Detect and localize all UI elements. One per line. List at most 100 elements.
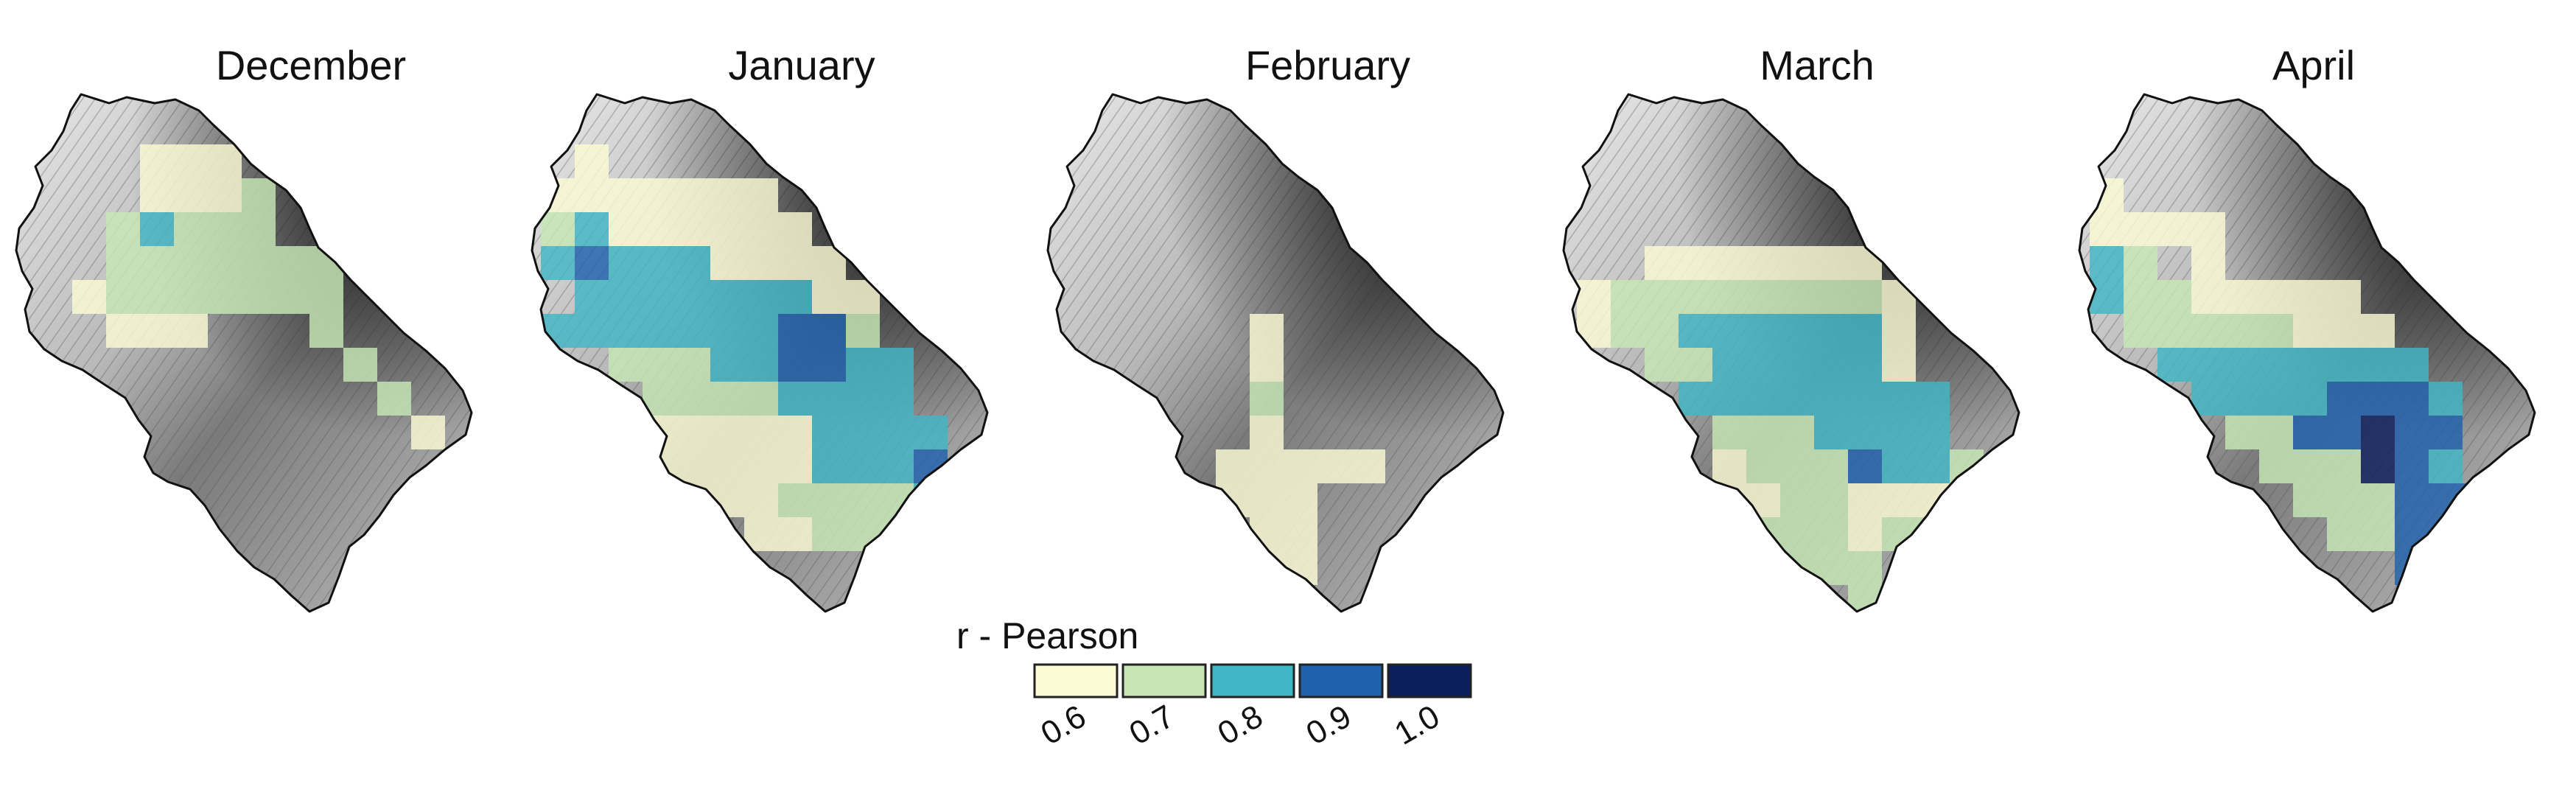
correlation-cell [1780, 483, 1814, 517]
correlation-cell [1611, 314, 1679, 348]
correlation-cell [1916, 382, 1950, 416]
correlation-cell [2293, 483, 2395, 517]
correlation-cell [1848, 449, 1882, 483]
correlation-cell [710, 246, 812, 280]
correlation-cell [710, 416, 812, 449]
legend-label: 1.0 [1389, 698, 1446, 752]
correlation-cell [106, 212, 140, 246]
panel-title-january: January [728, 42, 875, 88]
correlation-cell [2327, 382, 2429, 416]
map-panel-january [531, 93, 989, 613]
legend-label: 0.7 [1124, 698, 1180, 752]
correlation-cell [1712, 348, 1882, 382]
correlation-cell [676, 178, 778, 212]
legend-swatch [1033, 663, 1119, 698]
panel-title-april: April [2272, 42, 2355, 88]
correlation-cell [2157, 348, 2259, 382]
map-panel-march [1562, 93, 2020, 613]
correlation-cell [2124, 280, 2191, 314]
correlation-cell [411, 416, 445, 449]
correlation-cell [846, 314, 880, 348]
correlation-cell [1250, 382, 1284, 416]
correlation-cell [812, 449, 914, 483]
correlation-cell [1712, 416, 1814, 449]
panel-title-february: February [1245, 42, 1410, 88]
correlation-cell [575, 144, 609, 178]
correlation-cell [208, 246, 276, 314]
correlation-cell [1284, 449, 1385, 483]
correlation-cell [2395, 416, 2463, 449]
correlation-cell [846, 348, 914, 382]
legend-swatch [1210, 663, 1295, 698]
correlation-cell [541, 246, 575, 280]
correlation-cell [2090, 280, 2124, 314]
correlation-cell [812, 246, 846, 280]
legend-swatch [1298, 663, 1384, 698]
correlation-cell [609, 212, 812, 246]
correlation-cell [343, 348, 377, 382]
correlation-cell [812, 280, 846, 314]
correlation-cell [1882, 348, 1916, 382]
correlation-cell [541, 178, 676, 212]
correlation-cell [2293, 416, 2361, 449]
correlation-cell [140, 144, 242, 212]
correlation-cell [140, 212, 174, 246]
correlation-cell [2124, 314, 2191, 348]
correlation-cell [174, 212, 242, 246]
correlation-cell [1848, 483, 1984, 517]
correlation-cell [2361, 449, 2395, 483]
correlation-cell [812, 517, 914, 551]
correlation-cell [778, 483, 914, 517]
legend-label: 0.6 [1035, 698, 1092, 752]
correlation-cell [1916, 416, 1950, 449]
legend: r - Pearson 0.6 0.7 0.8 0.9 1.0 [956, 615, 1472, 752]
correlation-cell [914, 416, 948, 449]
legend-swatch [1121, 663, 1207, 698]
legend-label: 0.9 [1301, 698, 1357, 752]
correlation-cell [2191, 314, 2293, 348]
correlation-cell [72, 280, 106, 314]
correlation-cell [2124, 246, 2157, 280]
correlation-cell [1814, 416, 1916, 449]
correlation-cell [2327, 517, 2395, 551]
correlation-cell [676, 483, 778, 517]
correlation-cell [2225, 416, 2293, 449]
correlation-cell [2090, 246, 2124, 280]
correlation-cell [1611, 280, 1882, 314]
correlation-cell [2429, 382, 2463, 416]
correlation-cell [710, 314, 778, 348]
correlation-cell [2293, 314, 2361, 348]
correlation-cell [2259, 449, 2361, 483]
correlation-cell [643, 449, 744, 483]
correlation-cell [309, 314, 343, 348]
correlation-cell [541, 314, 710, 348]
correlation-cell [1746, 449, 1848, 483]
correlation-cell [1577, 280, 1611, 348]
correlation-cell [575, 280, 778, 314]
correlation-cell [1679, 382, 1916, 416]
correlation-cell [2090, 178, 2124, 212]
correlation-cell [1882, 517, 1950, 551]
correlation-cell [541, 212, 575, 246]
terrain-peaks [16, 94, 472, 612]
correlation-cell [1645, 246, 1882, 280]
correlation-cell [609, 246, 710, 280]
correlation-cell [846, 382, 914, 416]
correlation-cell [1814, 483, 1848, 517]
correlation-cell [1848, 517, 1882, 551]
correlation-cell [846, 280, 880, 314]
correlation-cell [643, 382, 778, 416]
correlation-cell [276, 246, 343, 314]
legend-label: 0.8 [1212, 698, 1269, 752]
correlation-cell [914, 483, 948, 517]
correlation-cell [744, 517, 812, 551]
correlation-cell [106, 246, 208, 314]
map-panel-december [15, 93, 473, 613]
correlation-cell [609, 348, 710, 382]
correlation-cell [778, 348, 846, 382]
correlation-cell [710, 348, 778, 382]
correlation-cell [1950, 449, 1984, 483]
map-panel-april [2078, 93, 2536, 613]
correlation-cell [2259, 348, 2361, 382]
